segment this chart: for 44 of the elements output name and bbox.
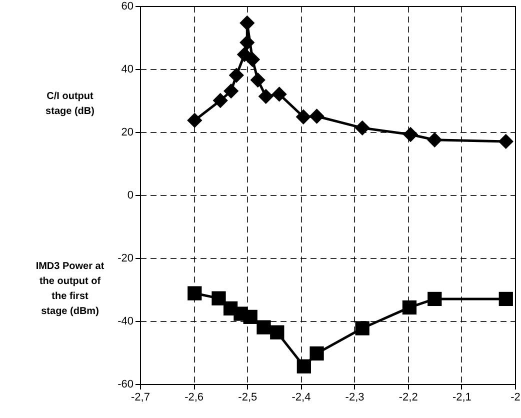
y-tick-label: 20 xyxy=(121,126,134,138)
point xyxy=(498,134,514,150)
y-tick-label: -40 xyxy=(118,316,134,328)
point xyxy=(309,108,324,124)
x-tick-label: -2,3 xyxy=(345,392,364,404)
y-tick-label: 0 xyxy=(127,190,134,202)
y-tick-label: 60 xyxy=(121,0,134,12)
x-tick-label: -2,7 xyxy=(131,392,150,404)
point xyxy=(188,286,202,300)
point xyxy=(240,15,255,31)
point xyxy=(428,292,442,306)
point xyxy=(228,68,244,83)
x-tick-label: -2,6 xyxy=(184,392,204,404)
x-tick-label: -2,2 xyxy=(398,392,418,404)
point xyxy=(402,126,418,142)
point xyxy=(243,310,258,324)
text: C/I output stage (dB) xyxy=(46,91,94,117)
text: IMD3 Power at the output of the first stage (dBm) xyxy=(36,261,105,317)
point xyxy=(296,359,311,374)
y-tick-label: -60 xyxy=(118,378,134,390)
point xyxy=(296,109,311,124)
point xyxy=(272,86,287,102)
point xyxy=(270,325,284,340)
x-tick-label: -2,4 xyxy=(292,392,311,404)
point xyxy=(258,88,274,104)
point xyxy=(498,292,513,306)
point xyxy=(256,320,271,334)
point xyxy=(310,346,324,361)
x-tick-label: -2,5 xyxy=(238,392,258,404)
point xyxy=(240,34,255,50)
point xyxy=(250,72,266,88)
point xyxy=(402,300,417,315)
point xyxy=(427,132,442,148)
point xyxy=(355,321,370,336)
point xyxy=(212,291,226,306)
x-tick-label: -2 xyxy=(510,392,520,404)
point xyxy=(354,120,370,136)
point xyxy=(187,112,202,128)
y-tick-label: 40 xyxy=(121,64,134,76)
x-tick-label: -2,1 xyxy=(452,392,472,404)
point xyxy=(244,52,260,68)
y-tick-label: -20 xyxy=(118,252,134,264)
point xyxy=(223,83,239,99)
point xyxy=(212,92,228,108)
